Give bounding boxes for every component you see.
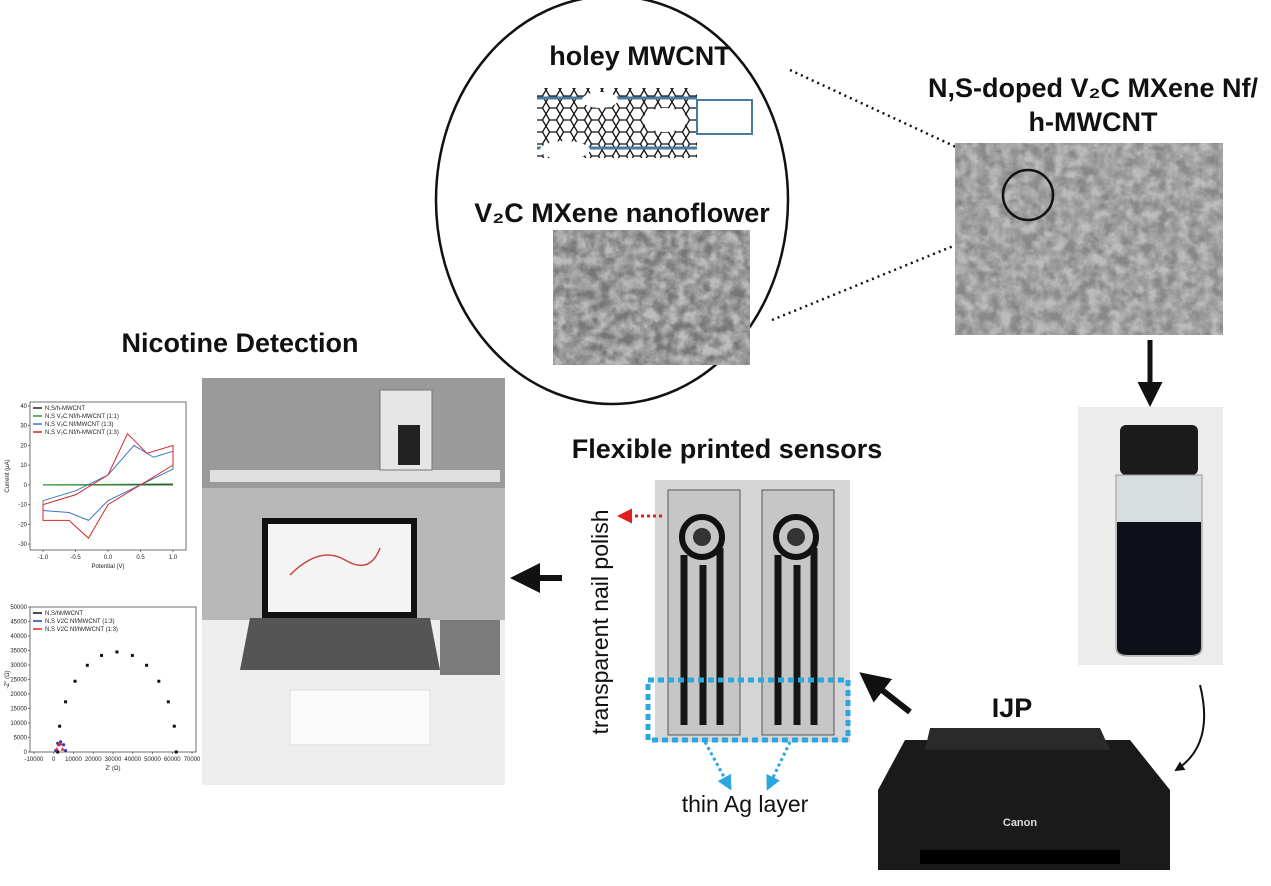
chart-frame xyxy=(29,401,187,551)
y-tick-label: 15000 xyxy=(10,707,27,713)
point xyxy=(157,679,161,683)
point xyxy=(166,700,170,704)
y-tick-label: -10 xyxy=(18,503,27,509)
x-tick-label: 70000 xyxy=(184,757,201,763)
x-tick-label: -10000 xyxy=(25,757,44,763)
y-axis-label: -Z'' (Ω) xyxy=(5,670,11,688)
point xyxy=(61,743,66,747)
ag-region xyxy=(645,677,851,743)
y-tick-label: -20 xyxy=(18,522,27,528)
x-tick-label: -1.0 xyxy=(38,555,49,561)
point xyxy=(58,741,63,746)
point xyxy=(73,679,77,683)
point xyxy=(54,747,59,751)
y-tick-label: 40000 xyxy=(10,634,27,640)
legend-label: N,S V₂C Nf/h-MWCNT (1:1) xyxy=(45,414,119,420)
cnt-label: holey MWCNT xyxy=(549,41,731,71)
nanoflower-label: V₂C MXene nanoflower xyxy=(474,198,770,228)
y-tick-label: -30 xyxy=(18,542,27,548)
point xyxy=(130,653,134,657)
y-tick-label: 5000 xyxy=(14,736,28,742)
series-line xyxy=(42,483,174,486)
composite-sem-texture xyxy=(955,143,1223,335)
x-tick-label: 60000 xyxy=(164,757,181,763)
point xyxy=(172,724,176,728)
x-tick-label: 0 xyxy=(52,757,56,763)
y-tick-label: 20 xyxy=(20,443,27,449)
sensors-title: Flexible printed sensors xyxy=(572,434,883,464)
x-tick-label: 0.0 xyxy=(104,555,113,561)
x-tick-label: 20000 xyxy=(85,757,102,763)
legend-label: N,S V2C Nf/hMWCNT (1:3) xyxy=(45,627,118,633)
point xyxy=(56,750,60,754)
sensor-photo xyxy=(655,480,850,742)
point xyxy=(174,750,178,754)
point xyxy=(58,724,62,728)
vial-photo xyxy=(1078,407,1223,665)
y-tick-label: 50000 xyxy=(10,605,27,611)
x-axis-label: Z' (Ω) xyxy=(106,766,121,772)
x-tick-label: 30000 xyxy=(105,757,122,763)
arrow xyxy=(859,672,912,715)
point xyxy=(63,748,68,753)
detection-title: Nicotine Detection xyxy=(121,328,358,358)
nail-polish-label: transparent nail polish xyxy=(587,509,613,734)
y-tick-label: 20000 xyxy=(10,692,27,698)
x-tick-label: 0.5 xyxy=(136,555,145,561)
point xyxy=(60,747,65,751)
y-tick-label: 10 xyxy=(20,463,27,469)
point xyxy=(145,663,149,667)
printer xyxy=(878,728,1170,870)
legend-label: N,S/hMWCNT xyxy=(45,611,83,617)
x-axis-label: Potential (V) xyxy=(91,564,124,570)
x-tick-label: 40000 xyxy=(124,757,141,763)
y-tick-label: 30 xyxy=(20,424,27,430)
ag-label: thin Ag layer xyxy=(682,791,809,817)
y-tick-label: 25000 xyxy=(10,678,27,684)
y-tick-label: 0 xyxy=(24,750,28,756)
arrow xyxy=(703,741,732,791)
point xyxy=(59,740,63,744)
legend-label: N,S V₂C Nf/h-MWCNT (1:3) xyxy=(45,430,119,436)
legend-label: N,S/h-MWCNT xyxy=(45,406,85,412)
x-tick-label: 10000 xyxy=(65,757,82,763)
printer-brand: Canon xyxy=(1003,817,1038,829)
series-line xyxy=(42,432,174,539)
legend-label: N,S V₂C Nf/MWCNT (1:3) xyxy=(45,422,114,428)
zoom-line xyxy=(789,68,1011,174)
point xyxy=(100,653,104,657)
y-tick-label: 10000 xyxy=(10,721,27,727)
arrow xyxy=(1174,684,1206,772)
point xyxy=(115,650,119,654)
y-tick-label: 45000 xyxy=(10,620,27,626)
y-tick-label: 35000 xyxy=(10,649,27,655)
x-tick-label: -0.5 xyxy=(70,555,81,561)
composite-label: h-MWCNT xyxy=(1029,107,1158,137)
y-tick-label: 30000 xyxy=(10,663,27,669)
point xyxy=(85,663,89,667)
y-axis-label: Current (µA) xyxy=(5,459,11,492)
lab-photo xyxy=(202,378,505,785)
x-tick-label: 1.0 xyxy=(169,555,178,561)
nanoflower-sem-texture xyxy=(553,230,750,365)
y-tick-label: 0 xyxy=(24,483,28,489)
zoom-circle xyxy=(1001,168,1055,222)
printing-label: IJP xyxy=(992,693,1033,723)
point xyxy=(64,700,68,704)
composite-label: N,S-doped V₂C MXene Nf/ xyxy=(928,73,1259,103)
x-tick-label: 50000 xyxy=(144,757,161,763)
chart-frame xyxy=(29,606,197,753)
nanotube xyxy=(537,88,753,159)
y-tick-label: 40 xyxy=(20,404,27,410)
arrow xyxy=(766,741,792,791)
legend-label: N,S V2C Nf/MWCNT (1:3) xyxy=(45,619,115,625)
